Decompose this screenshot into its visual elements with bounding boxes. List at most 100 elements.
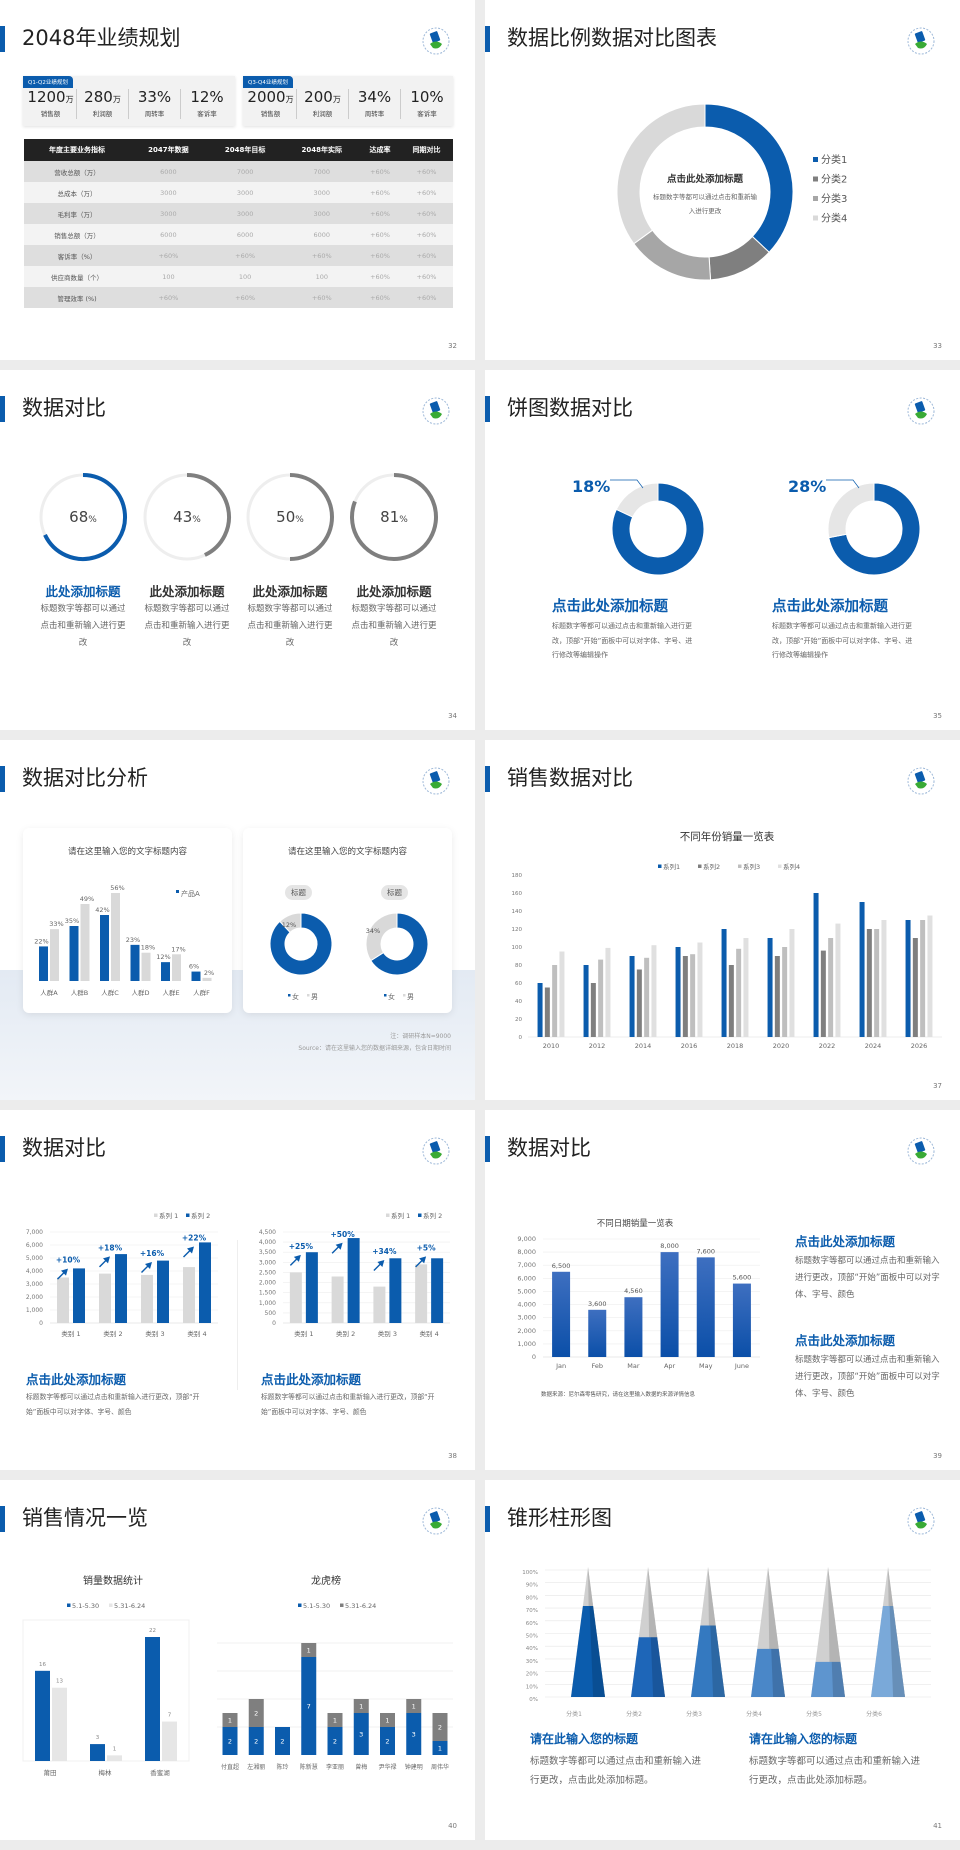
segment-value-label: 2: [385, 1738, 389, 1746]
bar-product-a: [100, 915, 109, 981]
bar-series-1: [583, 965, 589, 1037]
growth-arrow-icon: [373, 1259, 385, 1271]
legend-label: 系列2: [703, 862, 720, 871]
x-tick-label: 左湘丽: [247, 1763, 265, 1771]
kpi-unit: 万: [285, 95, 294, 104]
slide-36[interactable]: 数据对比分析36请在这里输入您的文字标题内容请在这里输入您的文字标题内容22%3…: [0, 740, 475, 1100]
card-title: 请在这里输入您的文字标题内容: [287, 847, 407, 857]
legend-swatch: [288, 994, 291, 997]
kpi-value: 12%: [181, 89, 233, 108]
bar-value-label: 17%: [171, 945, 185, 953]
kpi-item: 34% 周转率: [349, 89, 401, 119]
page-number: 40: [448, 1822, 457, 1830]
cone-value-side: [650, 1637, 665, 1697]
slide-33[interactable]: 数据比例数据对比图表 33 点击此处添加标题 分类1 分类2 分类3 分类4 标题数字等都可以…: [485, 0, 960, 360]
x-tick-label: 2012: [589, 1042, 606, 1050]
table-cell: +60%: [360, 161, 400, 182]
item-title: 此处添加标题: [252, 584, 328, 599]
plot-area: [22, 1619, 190, 1762]
bar-series-2: [162, 1721, 177, 1761]
table-row: 管理效率 (%) +60% +60% +60% +60% +60%: [24, 287, 453, 308]
y-tick-label: 5,000: [517, 1287, 536, 1295]
bar-series-1: [183, 1267, 195, 1323]
y-tick-label: 50%: [526, 1634, 538, 1640]
pie-2-slice-1: [828, 482, 921, 576]
y-tick-label: 60%: [526, 1621, 538, 1627]
table-cell: 销售总额（万）: [24, 224, 131, 245]
pie-percent-label: 18%: [572, 477, 610, 496]
cone-value: [691, 1625, 725, 1697]
ring-percent: 50%: [276, 508, 304, 526]
stacked-segment-series-2: [301, 1643, 317, 1657]
slide-title: 销售数据对比: [507, 766, 633, 790]
bar-series-4: [605, 947, 611, 1037]
growth-bar-charts: 0 1,000 2,000 3,000 4,000 5,000 6,000 7,000 类别 1…: [26, 1211, 450, 1338]
page-number: 38: [448, 1452, 457, 1460]
slide-40[interactable]: 销售情况一览 40 销量数据统计 5.1-5.30 5.31-6.24 16 13 莆田 3 1 梅…: [0, 1480, 475, 1840]
table-cell: +60%: [399, 266, 453, 287]
kpi-item: 280万 利润额: [77, 89, 129, 119]
table-cell: +60%: [399, 245, 453, 266]
bar-product-a: [130, 944, 140, 981]
bar-series-2: [305, 1252, 318, 1323]
slide-39[interactable]: 数据对比 39 不同日期销量一览表 0 1,000 2,000 3,000 4,000 5,00…: [485, 1110, 960, 1470]
column-header: 年度主要业务指标: [24, 139, 131, 161]
bar-series-2: [431, 1258, 444, 1323]
y-tick-label: 4,000: [26, 1268, 43, 1275]
legend-swatch: [384, 994, 387, 997]
segment-value-label: 2: [228, 1738, 232, 1746]
slide-title: 饼图数据对比: [507, 396, 633, 420]
kpi-label: 周转率: [144, 110, 165, 118]
slide-title: 销售情况一览: [22, 1506, 148, 1530]
kpi-value: 1200万: [25, 89, 76, 108]
segment-value-label: 2: [438, 1724, 442, 1732]
slide-35[interactable]: 饼图数据对比 35 18% 28% 点击此处添加标题 标题数字等都可以通过点击和重新输入进…: [485, 370, 960, 730]
slide-37[interactable]: 销售数据对比 37 不同年份销量一览表 系列1 系列2 系列3 系列4 0 20 40 60 80 10…: [485, 740, 960, 1100]
x-tick-label: 2010: [543, 1042, 560, 1050]
table-cell: 3000: [283, 182, 361, 203]
item-title: 点击此处添加标题: [261, 1372, 362, 1387]
slide-34[interactable]: 数据对比 34 68% 43% 50% 81% 此处添加标题 标题数字等都可以通过点击和重新输…: [0, 370, 475, 730]
title-accent-bar: [485, 26, 490, 52]
x-tick-label: 曾梅: [355, 1763, 367, 1771]
slide-41[interactable]: 锥形柱形图 41 0% 10% 20% 30% 40% 50% 60% 70% 80% 90% 100%…: [485, 1480, 960, 1840]
y-tick-label: 70%: [526, 1608, 538, 1614]
bar-series-2: [389, 1258, 402, 1323]
segment-value-label: 1: [307, 1647, 311, 1655]
x-tick-label: 2024: [865, 1042, 882, 1050]
table-cell: +60%: [360, 245, 400, 266]
bar-product-a: [69, 926, 79, 981]
x-tick-label: 2022: [819, 1042, 836, 1050]
item-desc: 标题数字等都可以通过点击和重新输入进行更改: [351, 604, 437, 648]
y-tick-label: 30%: [526, 1659, 538, 1665]
bar-series-1: [145, 1637, 160, 1761]
table-cell: 管理效率 (%): [24, 287, 131, 308]
slide-38[interactable]: 数据对比 38 0 1,000 2,000 3,000 4,000 5,000 6,000 7,0…: [0, 1110, 475, 1470]
segment-value-label: 3: [359, 1731, 363, 1739]
donut-title-pill: 标题: [381, 885, 408, 900]
table-cell: 总成本（万）: [24, 182, 131, 203]
table-cell: 3000: [206, 203, 284, 224]
y-tick-label: 60: [515, 981, 522, 987]
legend-swatch: [186, 1213, 190, 1217]
x-tick-label: 类别 3: [145, 1329, 164, 1338]
y-tick-label: 2,500: [259, 1269, 276, 1276]
bar-series-1: [331, 1276, 344, 1323]
page-number: 35: [933, 712, 942, 720]
cone-value-side: [771, 1648, 785, 1697]
slide-32[interactable]: 2048年业绩规划 32 Q1-Q2业绩规划 1200万 销售额 280万 利润额 33% 周转…: [0, 0, 475, 360]
bar-series-1: [552, 1271, 571, 1357]
bar-series-2: [636, 969, 642, 1037]
bar-value-label: 6%: [189, 963, 199, 971]
column-header: 达成率: [360, 139, 400, 161]
item-desc: 标题数字等都可以通过点击和重新输入进行更改，顶部“开始”面板中可以对字体、字号、…: [261, 1393, 435, 1416]
x-tick-label: Apr: [664, 1362, 676, 1370]
bar-series-1: [35, 1670, 50, 1761]
y-tick-label: 80: [515, 963, 522, 969]
kpi-value: 280万: [77, 89, 128, 108]
y-tick-label: 7,000: [26, 1229, 43, 1236]
legend-label: 男: [311, 993, 318, 1001]
gender-donut-2-slice-2: [365, 912, 398, 962]
table-cell: +60%: [399, 161, 453, 182]
segment-value-label: 1: [385, 1717, 389, 1725]
